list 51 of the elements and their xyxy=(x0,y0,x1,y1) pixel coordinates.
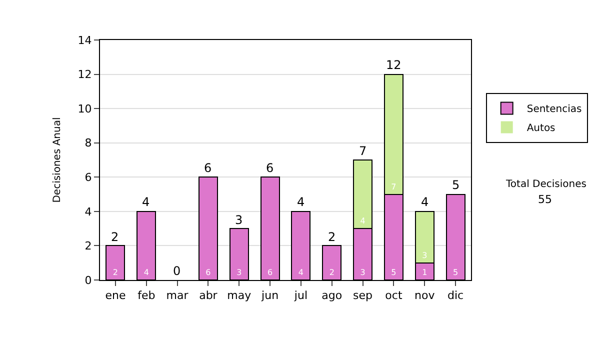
total-label: 6 xyxy=(266,161,274,175)
total-label: 0 xyxy=(173,264,181,278)
data-label: 4 xyxy=(298,268,304,277)
total-label: 7 xyxy=(359,144,367,158)
total-label: 4 xyxy=(421,195,429,209)
x-tick-label: dic xyxy=(447,289,464,302)
data-label: 5 xyxy=(453,268,458,277)
y-tick-label: 12 xyxy=(78,68,92,82)
y-tick-label: 0 xyxy=(84,274,92,287)
total-label: 5 xyxy=(452,178,460,192)
data-label: 4 xyxy=(144,268,149,277)
x-tick-label: feb xyxy=(138,289,156,302)
data-label: 6 xyxy=(268,268,273,277)
total-label: 2 xyxy=(111,230,119,244)
legend-label: Sentencias xyxy=(526,104,582,116)
data-label: 2 xyxy=(112,268,118,277)
y-tick-label: 8 xyxy=(84,136,92,150)
text: Total Decisiones xyxy=(505,179,586,190)
data-label: 3 xyxy=(236,268,242,277)
y-tick-label: 6 xyxy=(84,170,92,184)
data-label: 3 xyxy=(422,250,428,260)
total-label: 12 xyxy=(386,58,402,72)
x-tick-label: oct xyxy=(385,289,403,302)
data-label: 7 xyxy=(391,182,396,192)
y-tick-label: 4 xyxy=(84,205,92,218)
data-label: 3 xyxy=(360,268,366,277)
x-tick-label: jul xyxy=(293,289,308,302)
y-tick-label: 10 xyxy=(78,102,92,116)
y-axis-title: Decisiones Anual xyxy=(52,117,63,203)
total-label: 6 xyxy=(204,161,212,175)
total-label: 3 xyxy=(235,213,243,227)
data-label: 2 xyxy=(329,268,334,277)
total-label: 2 xyxy=(328,230,336,244)
legend-label: Autos xyxy=(526,123,556,134)
x-tick-label: may xyxy=(227,289,252,302)
x-tick-label: ene xyxy=(105,289,126,302)
data-label: 5 xyxy=(391,268,396,277)
x-tick-label: abr xyxy=(199,289,218,302)
x-tick-label: sep xyxy=(353,289,373,302)
y-tick-label: 2 xyxy=(84,240,92,253)
data-label: 6 xyxy=(206,268,211,277)
x-tick-label: jun xyxy=(260,289,279,302)
data-label: 1 xyxy=(422,268,428,277)
text: 55 xyxy=(538,193,552,206)
data-label: 4 xyxy=(360,216,366,226)
x-tick-label: ago xyxy=(322,289,342,302)
total-label: 4 xyxy=(297,195,305,209)
x-tick-label: mar xyxy=(166,289,189,302)
total-label: 4 xyxy=(142,195,150,209)
y-tick-label: 14 xyxy=(78,34,92,47)
x-tick-label: nov xyxy=(414,289,436,302)
